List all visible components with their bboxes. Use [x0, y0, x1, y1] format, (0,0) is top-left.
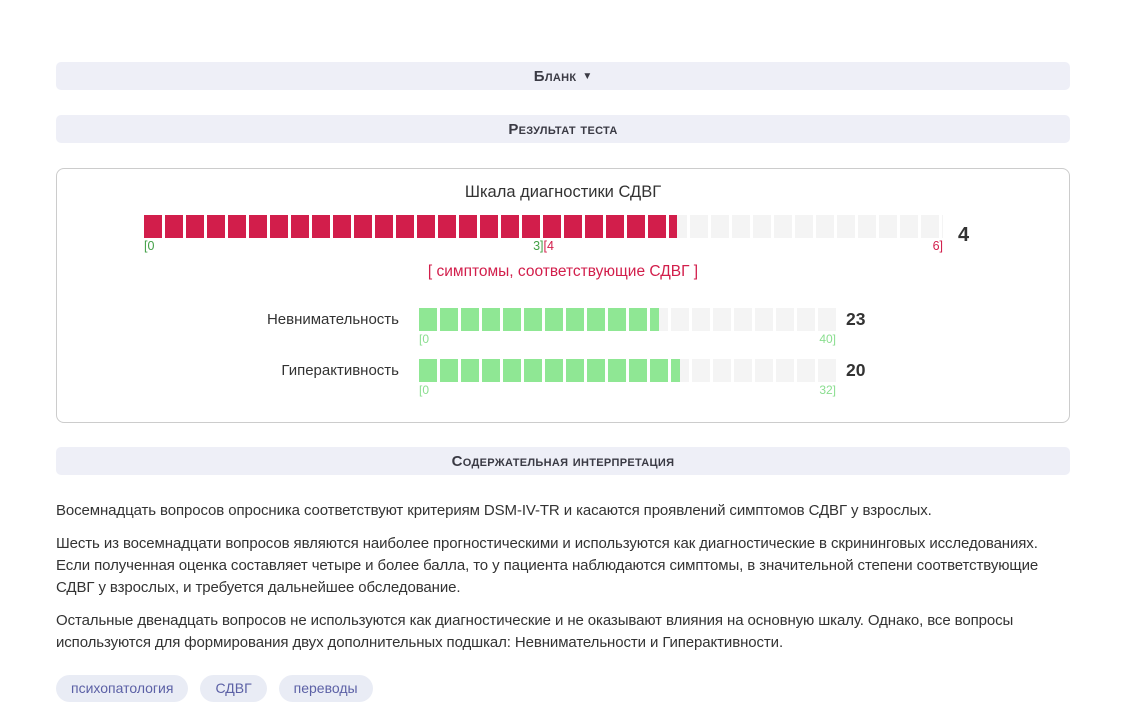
main-scale-caption: [ симптомы, соответствующие СДВГ ]: [427, 263, 699, 280]
main-scale-max-label: 6]: [932, 239, 943, 253]
result-section-header: Результат теста: [56, 115, 1070, 143]
subscale-axis-labels: [0 40]: [419, 331, 836, 347]
main-scale-bar: [144, 215, 943, 238]
subscale-value: 23: [846, 309, 866, 329]
subscale-row-hyperactivity: Гиперактивность [0 32] 20: [57, 359, 1045, 398]
subscale-max-label: 40]: [819, 332, 836, 346]
subscale-bar: [419, 359, 836, 382]
subscale-axis-labels: [0 32]: [419, 382, 836, 398]
main-scale-row: [0 3][4 6] 4: [144, 215, 1045, 255]
subscale-name: Гиперактивность: [281, 362, 399, 379]
tag-translations[interactable]: переводы: [278, 675, 373, 702]
subscale-min-label: [0: [419, 383, 430, 397]
subscale-bar: [419, 308, 836, 331]
blank-dropdown-bar[interactable]: Бланк ▼: [56, 62, 1070, 90]
main-scale-threshold-label: 3][4: [533, 238, 554, 255]
interpretation-section-title: Содержательная интерпретация: [451, 452, 675, 470]
main-scale-value: 4: [958, 223, 970, 246]
main-scale-bar-col: [0 3][4 6]: [144, 215, 943, 255]
interpretation-paragraph: Шесть из восемнадцати вопросов являются …: [56, 535, 1039, 596]
chevron-down-icon: ▼: [582, 70, 593, 82]
interpretation-text: Восемнадцать вопросов опросника соответс…: [56, 500, 1070, 654]
subscale-max-label: 32]: [819, 383, 836, 397]
interpretation-paragraph: Остальные двенадцать вопросов не использ…: [56, 612, 1014, 651]
result-section-title: Результат теста: [508, 120, 618, 138]
main-scale-axis-labels: [0 3][4 6]: [144, 238, 943, 255]
tag-list: психопатология СДВГ переводы: [56, 675, 1070, 702]
main-scale-min-label: [0: [144, 239, 155, 253]
tag-adhd[interactable]: СДВГ: [200, 675, 267, 702]
tag-psychopathology[interactable]: психопатология: [56, 675, 189, 702]
subscale-min-label: [0: [419, 332, 430, 346]
subscale-row-inattention: Невнимательность [0 40] 23: [57, 308, 1045, 347]
subscale-bar-col: [0 32]: [419, 359, 836, 398]
threshold-high-label: [4: [543, 239, 554, 253]
blank-dropdown-label: Бланк: [533, 67, 577, 85]
subscale-name: Невнимательность: [266, 311, 399, 328]
subscale-bar-fill: [419, 308, 659, 331]
threshold-low-label: 3]: [533, 239, 544, 253]
chart-title: Шкала диагностики СДВГ: [464, 183, 662, 201]
result-card: Шкала диагностики СДВГ [0 3][4 6] 4 [ си…: [56, 168, 1070, 423]
interpretation-paragraph: Восемнадцать вопросов опросника соответс…: [56, 502, 932, 519]
interpretation-section-header: Содержательная интерпретация: [56, 447, 1070, 475]
subscale-value: 20: [846, 360, 866, 380]
subscale-bar-fill: [419, 359, 680, 382]
main-scale-bar-fill: [144, 215, 677, 238]
subscale-bar-col: [0 40]: [419, 308, 836, 347]
